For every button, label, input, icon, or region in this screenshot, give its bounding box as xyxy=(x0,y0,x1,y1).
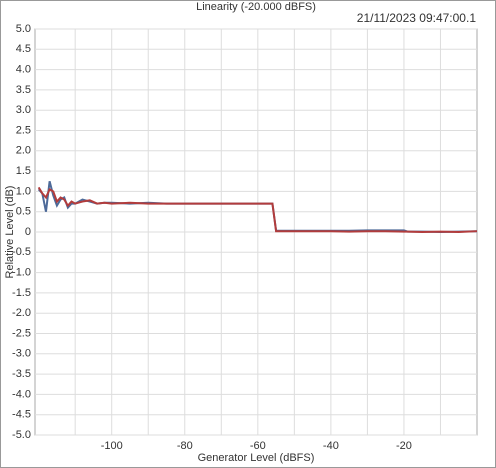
chart-title: Linearity (-20.000 dBFS) xyxy=(196,1,316,13)
y-tick-label: 4.5 xyxy=(16,43,31,55)
y-tick-label: 5.0 xyxy=(16,23,31,35)
y-tick-label: 0 xyxy=(25,226,31,238)
y-tick-label: 3.0 xyxy=(16,104,31,116)
x-axis-label: Generator Level (dBFS) xyxy=(198,452,315,464)
y-tick-label: 2.0 xyxy=(16,145,31,157)
x-tick-label: -80 xyxy=(177,440,193,452)
y-tick-label: -1.5 xyxy=(12,287,31,299)
y-tick-label: -3.5 xyxy=(12,368,31,380)
y-tick-label: -5.0 xyxy=(12,429,31,441)
y-tick-label: 1.0 xyxy=(16,185,31,197)
y-tick-label: -0.5 xyxy=(12,246,31,258)
x-tick-label: -60 xyxy=(250,440,266,452)
y-tick-label: 3.5 xyxy=(16,84,31,96)
y-tick-label: -3.0 xyxy=(12,348,31,360)
y-tick-label: -2.0 xyxy=(12,307,31,319)
y-tick-label: -2.5 xyxy=(12,327,31,339)
x-tick-label: -40 xyxy=(323,440,339,452)
x-tick-label: -100 xyxy=(101,440,123,452)
line-series xyxy=(37,186,478,234)
y-tick-label: -1.0 xyxy=(12,267,31,279)
y-tick-label: 4.0 xyxy=(16,64,31,76)
y-tick-label: 2.5 xyxy=(16,124,31,136)
y-axis-label: Relative Level (dB) xyxy=(4,186,16,279)
y-tick-label: 1.5 xyxy=(16,165,31,177)
timestamp: 21/11/2023 09:47:00.1 xyxy=(357,11,477,25)
y-tick-label: -4.5 xyxy=(12,409,31,421)
x-tick-label: -20 xyxy=(396,440,412,452)
y-tick-label: 0.5 xyxy=(16,206,31,218)
y-tick-label: -4.0 xyxy=(12,388,31,400)
